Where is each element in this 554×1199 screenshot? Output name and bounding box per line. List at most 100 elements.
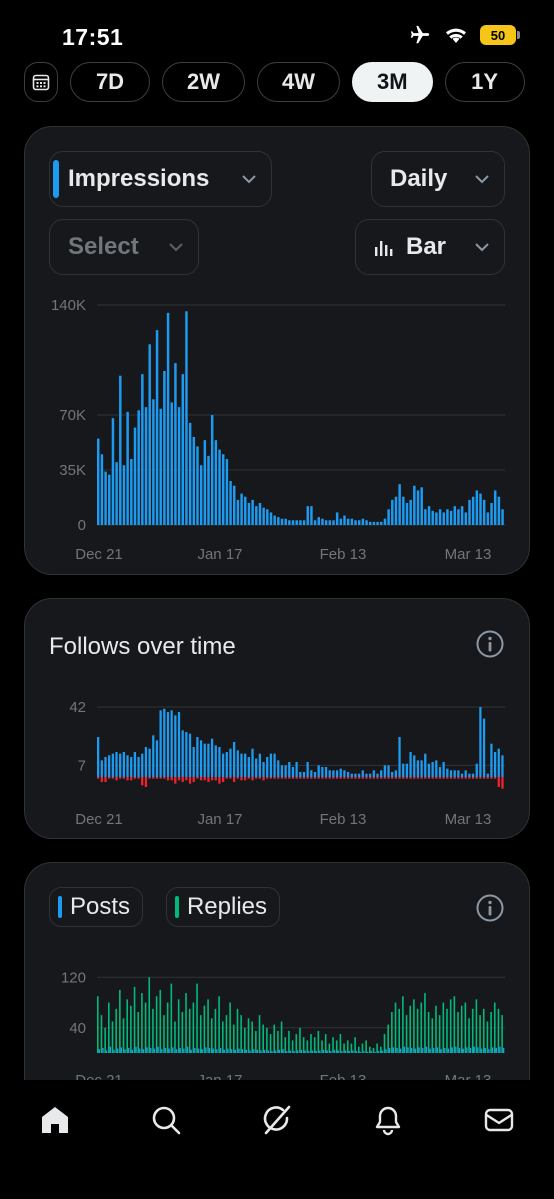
unfollows-bar bbox=[372, 777, 375, 779]
unfollows-bar bbox=[464, 777, 467, 779]
posts-bar bbox=[252, 1049, 255, 1053]
nav-messages[interactable] bbox=[469, 1100, 529, 1140]
impressions-bar bbox=[258, 503, 262, 525]
compare-dropdown[interactable]: Select bbox=[49, 219, 199, 275]
unfollows-bar bbox=[475, 777, 478, 779]
metric-dropdown-label: Impressions bbox=[68, 165, 210, 192]
posts-bar bbox=[326, 1050, 328, 1053]
chart-type-dropdown[interactable]: Bar bbox=[355, 219, 505, 275]
range-pill-3m[interactable]: 3M bbox=[352, 62, 433, 102]
chart-type-dropdown-label: Bar bbox=[406, 233, 447, 260]
info-icon[interactable] bbox=[475, 629, 505, 659]
metric-dropdown[interactable]: Impressions bbox=[49, 151, 272, 207]
impressions-card: Impressions Daily Select Bar 0 35K 70K 140K… bbox=[24, 126, 530, 575]
posts-bar bbox=[230, 1049, 233, 1053]
impressions-bar bbox=[493, 490, 497, 525]
replies-bar bbox=[284, 1037, 287, 1053]
range-pill-4w[interactable]: 4W bbox=[257, 62, 340, 102]
impressions-bar bbox=[391, 499, 394, 525]
info-icon[interactable] bbox=[475, 893, 505, 923]
posts-bar bbox=[414, 1048, 417, 1053]
follows-bar bbox=[214, 745, 217, 777]
posts-color-swatch bbox=[58, 896, 62, 918]
replies-bar bbox=[148, 977, 151, 1053]
follows-bar bbox=[453, 770, 456, 777]
follows-bar bbox=[218, 747, 221, 777]
range-pill-7d[interactable]: 7D bbox=[70, 62, 150, 102]
replies-bar bbox=[288, 1030, 290, 1053]
replies-bar bbox=[413, 999, 415, 1053]
range-pill-1y[interactable]: 1Y bbox=[444, 62, 525, 102]
unfollows-bar bbox=[335, 777, 339, 779]
follows-bar bbox=[185, 732, 188, 777]
posts-bar bbox=[120, 1047, 123, 1053]
replies-bar bbox=[218, 996, 220, 1053]
follows-bar bbox=[159, 710, 162, 777]
posts-bar bbox=[234, 1049, 236, 1053]
follows-bar bbox=[137, 757, 140, 777]
follows-bar bbox=[262, 762, 265, 777]
impressions-bar bbox=[457, 509, 460, 525]
nav-search[interactable] bbox=[136, 1100, 196, 1140]
impressions-bar bbox=[284, 518, 287, 525]
posts-bar bbox=[219, 1047, 222, 1053]
unfollows-bar bbox=[306, 777, 309, 779]
impressions-bar bbox=[438, 509, 442, 525]
follows-bar bbox=[343, 770, 346, 777]
unfollows-bar bbox=[387, 777, 390, 779]
replies-bar bbox=[424, 993, 426, 1053]
bar-chart-icon bbox=[375, 241, 393, 256]
replies-bar bbox=[144, 1002, 147, 1053]
impressions-bar bbox=[181, 374, 185, 525]
replies-bar bbox=[416, 1008, 419, 1053]
unfollows-bar bbox=[398, 777, 401, 779]
unfollows-bar bbox=[188, 777, 192, 784]
follows-bar bbox=[471, 773, 475, 777]
posts-bar bbox=[300, 1049, 303, 1053]
replies-bar bbox=[328, 1043, 331, 1053]
replies-bar bbox=[339, 1034, 342, 1053]
replies-bar bbox=[313, 1037, 316, 1053]
impressions-bar bbox=[291, 520, 295, 525]
impressions-bar bbox=[372, 521, 376, 525]
posts-bar bbox=[116, 1048, 119, 1053]
replies-bar bbox=[258, 1015, 261, 1053]
nav-grok[interactable] bbox=[247, 1100, 307, 1140]
impressions-bar bbox=[339, 518, 343, 525]
replies-bar bbox=[119, 989, 121, 1053]
nav-home[interactable] bbox=[25, 1100, 85, 1140]
impressions-bar bbox=[475, 490, 479, 525]
legend-posts-label: Posts bbox=[69, 893, 130, 920]
unfollows-bar bbox=[376, 777, 379, 779]
follows-bar bbox=[247, 757, 250, 777]
impressions-bar bbox=[346, 518, 350, 525]
calendar-button[interactable] bbox=[24, 62, 58, 102]
interval-dropdown[interactable]: Daily bbox=[371, 151, 505, 207]
range-pill-2w[interactable]: 2W bbox=[162, 62, 245, 102]
posts-bar bbox=[293, 1051, 295, 1053]
posts-bar bbox=[337, 1050, 339, 1053]
replies-bar bbox=[310, 1034, 312, 1053]
follows-bar bbox=[457, 770, 460, 777]
follows-bar bbox=[464, 770, 467, 777]
unfollows-bar bbox=[402, 777, 405, 779]
impressions-bar bbox=[111, 418, 115, 525]
unfollows-bar bbox=[163, 777, 166, 779]
impressions-bar bbox=[482, 499, 486, 525]
follows-bar bbox=[369, 773, 372, 777]
follows-bar bbox=[416, 760, 420, 777]
unfollows-bar bbox=[170, 777, 173, 781]
impressions-bar bbox=[365, 520, 368, 525]
legend-replies-toggle[interactable]: Replies bbox=[166, 887, 280, 927]
follows-bar bbox=[104, 757, 107, 777]
posts-bar bbox=[150, 1047, 152, 1053]
follows-bar bbox=[339, 768, 342, 777]
legend-posts-toggle[interactable]: Posts bbox=[49, 887, 143, 927]
replies-bar bbox=[324, 1034, 327, 1053]
replies-bar bbox=[159, 989, 162, 1053]
follows-bar bbox=[354, 773, 357, 777]
follows-bar bbox=[435, 760, 438, 777]
nav-notifications[interactable] bbox=[358, 1100, 418, 1140]
follows-bar bbox=[420, 760, 423, 777]
posts-bar bbox=[183, 1048, 185, 1053]
